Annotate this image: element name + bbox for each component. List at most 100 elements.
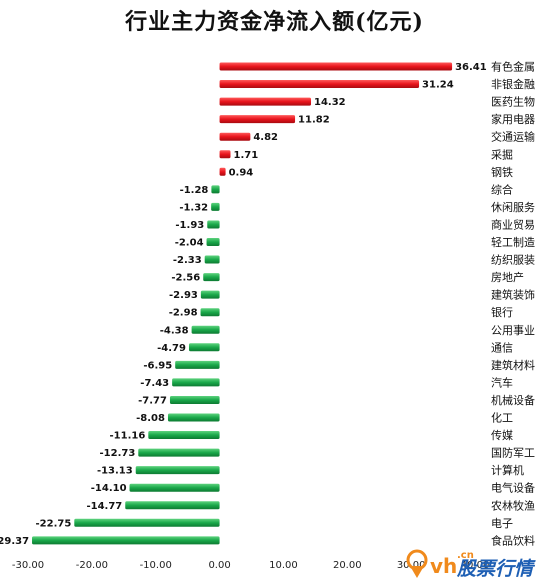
value-label-房地产: -2.56 xyxy=(171,273,200,284)
value-label-公用事业: -4.38 xyxy=(160,325,189,336)
category-label-化工: 化工 xyxy=(491,411,513,425)
bar-建筑装饰 xyxy=(200,290,220,299)
category-label-计算机: 计算机 xyxy=(491,463,524,477)
value-label-化工: -8.08 xyxy=(136,413,165,424)
value-label-汽车: -7.43 xyxy=(140,378,169,389)
category-label-电气设备: 电气设备 xyxy=(491,481,535,495)
bar-计算机 xyxy=(135,466,220,475)
value-label-钢铁: 0.94 xyxy=(229,167,254,178)
chart-title: 行业主力资金净流入额(亿元) xyxy=(125,9,424,35)
value-label-农林牧渔: -14.77 xyxy=(86,501,122,512)
category-label-休闲服务: 休闲服务 xyxy=(491,200,535,214)
bar-房地产 xyxy=(203,273,220,282)
bar-医药生物 xyxy=(219,97,312,106)
value-label-综合: -1.28 xyxy=(180,185,209,196)
category-label-国防军工: 国防军工 xyxy=(491,446,535,460)
value-label-国防军工: -12.73 xyxy=(100,448,136,459)
category-label-机械设备: 机械设备 xyxy=(491,393,535,407)
category-label-医药生物: 医药生物 xyxy=(491,95,535,109)
bar-综合 xyxy=(211,185,220,194)
category-label-农林牧渔: 农林牧渔 xyxy=(491,498,535,512)
category-label-家用电器: 家用电器 xyxy=(491,112,535,126)
watermark-prefix: vh xyxy=(430,554,457,578)
category-label-汽车: 汽车 xyxy=(491,375,513,389)
x-tick-label: -20.00 xyxy=(76,560,108,571)
category-label-纺织服装: 纺织服装 xyxy=(491,253,535,267)
value-label-计算机: -13.13 xyxy=(97,466,133,477)
category-label-采掘: 采掘 xyxy=(491,147,513,161)
bar-机械设备 xyxy=(169,395,220,404)
value-label-休闲服务: -1.32 xyxy=(179,202,208,213)
value-label-食品饮料: -29.37 xyxy=(0,536,29,547)
value-label-商业贸易: -1.93 xyxy=(175,220,204,231)
category-label-传媒: 传媒 xyxy=(491,429,513,442)
x-tick-label: 40.00 xyxy=(461,560,490,571)
category-label-有色金属: 有色金属 xyxy=(491,60,535,74)
category-label-电子: 电子 xyxy=(491,517,513,530)
bar-纺织服装 xyxy=(204,255,220,264)
category-label-非银金融: 非银金融 xyxy=(491,77,535,91)
category-label-公用事业: 公用事业 xyxy=(491,324,535,337)
value-label-建筑装饰: -2.93 xyxy=(169,290,198,301)
bar-钢铁 xyxy=(219,167,226,176)
category-label-食品饮料: 食品饮料 xyxy=(491,533,535,547)
category-label-建筑材料: 建筑材料 xyxy=(491,358,535,372)
x-tick-label: 10.00 xyxy=(269,560,298,571)
bar-食品饮料 xyxy=(32,536,220,545)
bar-轻工制造 xyxy=(206,238,220,246)
bar-汽车 xyxy=(172,378,220,387)
value-label-轻工制造: -2.04 xyxy=(175,238,204,249)
value-label-家用电器: 11.82 xyxy=(298,115,330,126)
bars-layer xyxy=(32,62,453,545)
bar-非银金融 xyxy=(219,80,420,89)
bar-商业贸易 xyxy=(207,220,220,229)
category-label-房地产: 房地产 xyxy=(491,270,524,284)
value-label-医药生物: 14.32 xyxy=(314,97,346,108)
value-label-电气设备: -14.10 xyxy=(91,483,127,494)
value-label-电子: -22.75 xyxy=(36,518,72,529)
bar-休闲服务 xyxy=(211,202,220,211)
x-tick-label: 0.00 xyxy=(208,560,230,571)
category-label-商业贸易: 商业贸易 xyxy=(491,217,535,231)
bar-传媒 xyxy=(148,431,220,440)
category-label-建筑装饰: 建筑装饰 xyxy=(491,288,535,302)
category-label-钢铁: 钢铁 xyxy=(491,166,513,179)
category-label-轻工制造: 轻工制造 xyxy=(491,235,535,249)
value-label-银行: -2.98 xyxy=(169,308,198,319)
bar-建筑材料 xyxy=(175,360,220,369)
bar-电气设备 xyxy=(129,483,220,492)
value-label-采掘: 1.71 xyxy=(233,150,258,161)
bar-银行 xyxy=(200,308,220,317)
value-label-建筑材料: -6.95 xyxy=(143,360,172,371)
watermark-text: 股票行情 xyxy=(456,558,536,580)
value-label-传媒: -11.16 xyxy=(110,431,146,442)
bar-化工 xyxy=(167,413,220,422)
value-label-纺织服装: -2.33 xyxy=(173,255,202,266)
value-label-机械设备: -7.77 xyxy=(138,395,167,406)
labels-layer: 36.41 有色金属 31.24 非银金融 14.32 医药生物 11.82 家用电器 4.82… xyxy=(0,60,535,548)
category-label-银行: 银行 xyxy=(491,305,513,319)
category-label-综合: 综合 xyxy=(491,182,513,196)
bar-采掘 xyxy=(219,150,231,159)
bar-交通运输 xyxy=(219,132,251,141)
value-label-非银金融: 31.24 xyxy=(422,80,454,91)
value-label-交通运输: 4.82 xyxy=(253,132,278,143)
bar-公用事业 xyxy=(191,325,220,334)
x-tick-label: -10.00 xyxy=(140,560,172,571)
bar-电子 xyxy=(74,518,220,527)
watermark-suffix: .cn xyxy=(457,550,474,561)
category-label-通信: 通信 xyxy=(491,341,513,354)
value-label-通信: -4.79 xyxy=(157,343,186,354)
bar-家用电器 xyxy=(219,115,296,124)
value-label-有色金属: 36.41 xyxy=(455,62,487,73)
bar-有色金属 xyxy=(219,62,453,71)
bar-通信 xyxy=(188,343,220,352)
bar-国防军工 xyxy=(138,448,220,457)
brand-watermark: vh .cn 股票行情 xyxy=(405,546,549,581)
category-label-交通运输: 交通运输 xyxy=(491,130,535,144)
location-pin-logo-icon xyxy=(406,549,428,578)
x-tick-label: -30.00 xyxy=(12,560,44,571)
x-tick-label: 20.00 xyxy=(333,560,362,571)
bar-农林牧渔 xyxy=(125,501,220,510)
